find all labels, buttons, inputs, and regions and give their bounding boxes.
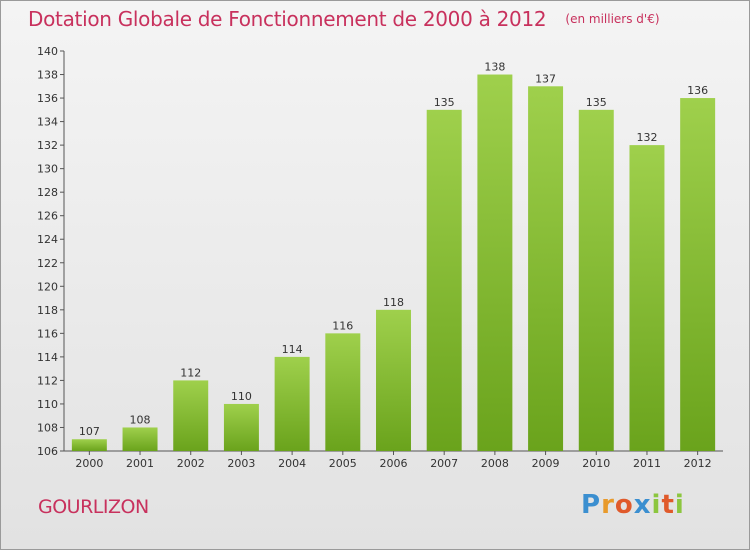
bar	[528, 86, 564, 451]
logo-letter: o	[614, 490, 634, 520]
logo-letter: P	[581, 490, 602, 520]
y-tick-label: 122	[37, 257, 58, 270]
data-label: 132	[636, 131, 657, 144]
bar	[274, 356, 310, 451]
title-row: Dotation Globale de Fonctionnement de 20…	[28, 7, 660, 31]
data-label: 112	[180, 366, 201, 379]
x-tick-label: 2003	[227, 457, 255, 470]
y-tick-label: 118	[37, 304, 58, 317]
x-tick-label: 2010	[582, 457, 610, 470]
y-tick-label: 138	[37, 69, 58, 82]
y-tick-label: 110	[37, 398, 58, 411]
bar	[173, 380, 209, 451]
y-tick-label: 140	[37, 45, 58, 58]
data-label: 118	[383, 296, 404, 309]
chart-title: Dotation Globale de Fonctionnement de 20…	[28, 7, 547, 31]
x-tick-label: 2007	[430, 457, 458, 470]
bar	[71, 439, 107, 451]
x-tick-label: 2008	[481, 457, 509, 470]
x-tick-label: 2005	[329, 457, 357, 470]
commune-name: GOURLIZON	[38, 496, 149, 518]
x-tick-label: 2011	[633, 457, 661, 470]
chart-unit: (en milliers d'€)	[565, 12, 660, 26]
bars-layer	[71, 74, 716, 451]
bar	[477, 74, 513, 451]
x-tick-label: 2009	[532, 457, 560, 470]
y-tick-label: 126	[37, 210, 58, 223]
proxiti-logo: Proxiti	[581, 490, 685, 520]
y-tick-label: 124	[37, 233, 58, 246]
bar	[629, 145, 665, 451]
y-tick-label: 132	[37, 139, 58, 152]
bar	[426, 109, 462, 451]
data-label: 108	[130, 413, 151, 426]
y-tick-label: 106	[37, 445, 58, 458]
data-label: 138	[484, 61, 505, 74]
logo-letter: r	[601, 490, 615, 520]
axis-layer: 106 108 110 112 114 116 118 120 122 124 126 128 130 1…	[37, 45, 723, 458]
y-tick-label: 108	[37, 421, 58, 434]
y-tick-label: 130	[37, 163, 58, 176]
bar	[578, 109, 614, 451]
logo-letter: i	[674, 490, 685, 520]
x-tick-label: 2006	[380, 457, 408, 470]
bar	[376, 309, 411, 451]
data-label: 135	[586, 96, 607, 109]
data-label: 110	[231, 390, 252, 403]
x-tick-label: 2012	[684, 457, 712, 470]
labels-layer: 2000 107 2001 108 2002 112 2003 110 2004 114 2005 1…	[75, 61, 711, 470]
x-tick-label: 2001	[126, 457, 154, 470]
bar	[223, 403, 259, 451]
x-tick-label: 2000	[75, 457, 103, 470]
x-tick-label: 2004	[278, 457, 306, 470]
x-tick-label: 2002	[177, 457, 205, 470]
data-label: 135	[434, 96, 455, 109]
y-tick-label: 128	[37, 186, 58, 199]
data-label: 107	[79, 425, 100, 438]
y-tick-label: 136	[37, 92, 58, 105]
bar	[680, 98, 716, 451]
logo-letter: i	[651, 490, 662, 520]
data-label: 137	[535, 72, 556, 85]
y-tick-label: 114	[37, 351, 58, 364]
logo-letter: x	[633, 490, 652, 520]
data-label: 114	[282, 343, 303, 356]
data-label: 136	[687, 84, 708, 97]
bar	[122, 427, 158, 451]
y-tick-label: 120	[37, 280, 58, 293]
y-tick-label: 112	[37, 374, 58, 387]
logo-letter: t	[661, 490, 675, 520]
y-tick-label: 116	[37, 327, 58, 340]
bar	[325, 333, 361, 451]
data-label: 116	[332, 319, 353, 332]
y-tick-label: 134	[37, 116, 58, 129]
